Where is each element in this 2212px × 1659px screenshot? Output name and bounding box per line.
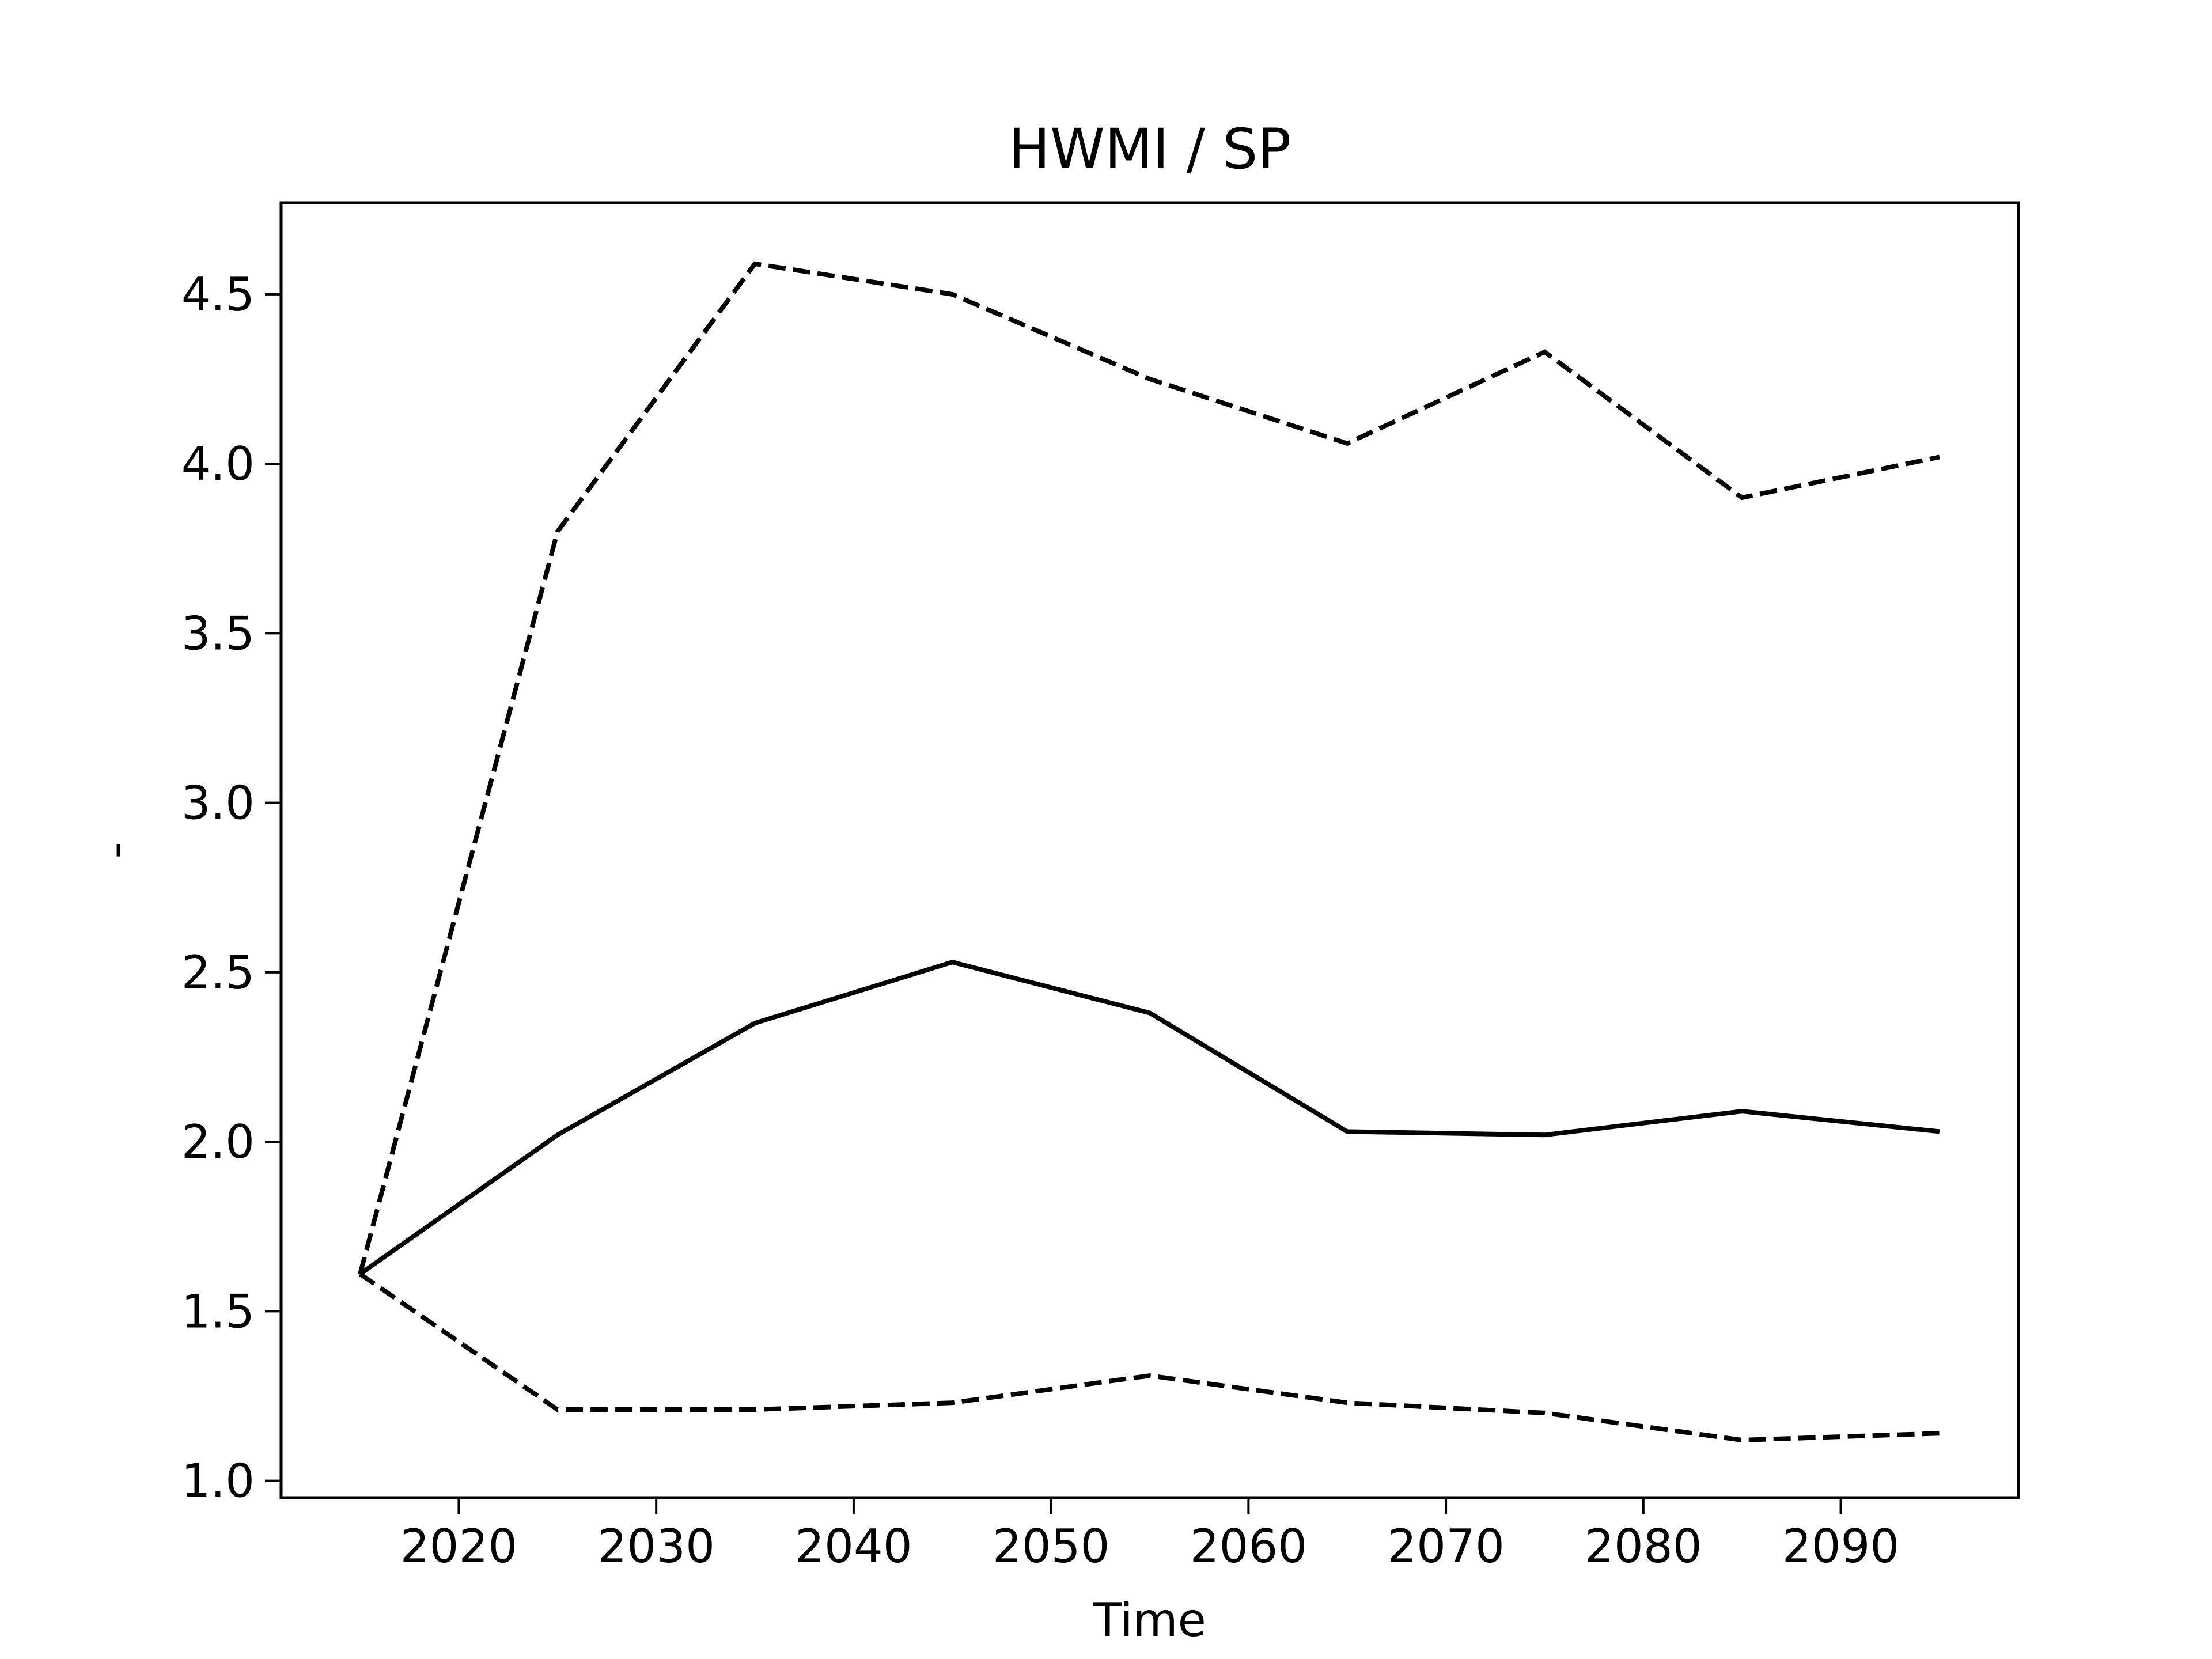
x-axis: 2020 2030 2040 2050 2060 2070 2080 2090: [400, 1498, 1900, 1573]
x-tick-label: 2050: [993, 1520, 1110, 1573]
y-tick-label: 3.5: [181, 607, 255, 660]
y-tick-label: 1.0: [181, 1455, 255, 1508]
y-tick-label: 4.0: [181, 437, 255, 491]
y-tick-label: 2.5: [181, 946, 255, 999]
y-tick-label: 3.0: [181, 777, 255, 830]
y-tick-label: 4.5: [181, 268, 255, 321]
series-line-1: [358, 960, 1940, 1276]
x-tick-label: 2090: [1782, 1520, 1900, 1573]
x-tick-label: 2030: [597, 1520, 715, 1573]
x-tick-label: 2040: [795, 1520, 912, 1573]
x-tick-label: 2060: [1190, 1520, 1308, 1573]
series-layer: [358, 261, 1940, 1443]
y-tick-label: 1.5: [181, 1285, 255, 1338]
x-axis-label: Time: [1093, 1593, 1206, 1647]
x-tick-label: 2070: [1387, 1520, 1505, 1573]
y-axis: 1.0 1.5 2.0 2.5 3.0 3.5 4.0 4.5: [181, 268, 281, 1508]
plot-frame: [279, 201, 2020, 1499]
y-axis-label: -: [89, 842, 142, 859]
series-line-3: [358, 1272, 1940, 1443]
chart-title: HWMI / SP: [1009, 117, 1291, 181]
x-tick-label: 2020: [400, 1520, 518, 1573]
series-line-2: [358, 261, 1940, 1275]
y-tick-label: 2.0: [181, 1115, 255, 1169]
x-tick-label: 2080: [1585, 1520, 1702, 1573]
